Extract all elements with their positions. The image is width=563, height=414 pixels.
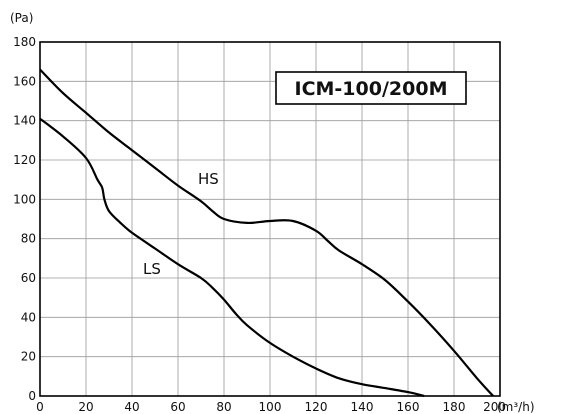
y-axis-unit-label: (Pa) [10,11,33,25]
chart-title: ICM-100/200M [295,78,448,100]
y-tick-label: 140 [13,114,36,128]
x-tick-label: 20 [78,400,93,414]
x-axis-ticks: 0 20 40 60 80 100 120 140 160 180 200 [36,400,506,414]
x-tick-label: 100 [259,400,282,414]
x-tick-label: 140 [351,400,374,414]
x-tick-label: 0 [36,400,44,414]
y-tick-label: 20 [21,350,36,364]
x-tick-label: 40 [124,400,139,414]
x-tick-label: 200 [483,400,506,414]
x-tick-label: 180 [443,400,466,414]
y-tick-label: 120 [13,153,36,167]
series-line-hs [39,68,494,397]
y-axis-ticks: 0 20 40 60 80 100 120 140 160 180 [13,35,36,403]
y-tick-label: 160 [13,74,36,88]
x-tick-label: 80 [216,400,231,414]
y-tick-label: 100 [13,192,36,206]
series-label-hs: HS [198,170,219,188]
chart-title-frame [275,71,467,105]
series-lines [39,68,494,398]
y-tick-label: 40 [21,310,36,324]
series-label-ls: LS [143,260,161,278]
plot-frame [39,41,501,397]
chart-title-box: ICM-100/200M [275,71,467,105]
x-tick-label: 160 [397,400,420,414]
y-tick-label: 0 [28,389,36,403]
x-tick-label: 60 [170,400,185,414]
x-tick-label: 120 [305,400,328,414]
y-tick-label: 80 [21,232,36,246]
y-tick-label: 60 [21,271,36,285]
x-axis-unit-label: (m³/h) [497,400,535,414]
series-line-ls [39,117,425,398]
y-tick-label: 180 [13,35,36,49]
